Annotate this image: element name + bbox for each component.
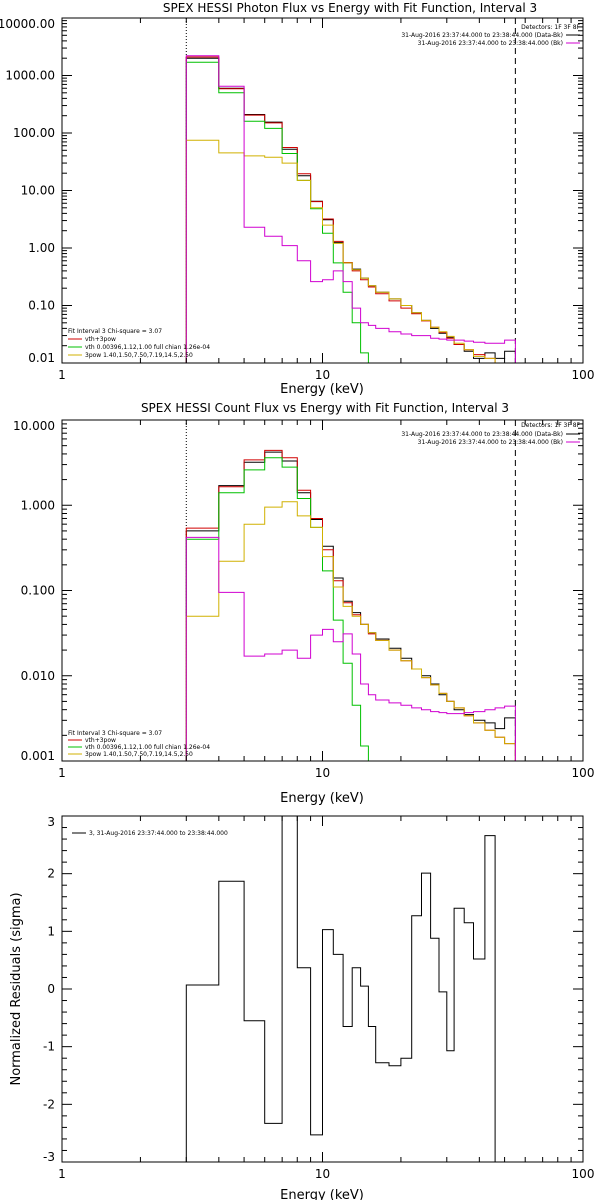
photon-y-tick-label: 10.00 — [21, 184, 55, 198]
count-x-axis-label: Energy (keV) — [280, 791, 364, 806]
count-x-tick-label: 10 — [315, 766, 330, 780]
count-fit-header: Fit Interval 3 Chi-square = 3.07 — [68, 730, 162, 737]
photon-series-vth — [185, 61, 377, 363]
count-series-bk — [185, 536, 516, 761]
photon-x-axis-label: Energy (keV) — [280, 382, 364, 397]
photon-legend-entry-data-bk: 31-Aug-2016 23:37:44.000 to 23:38:44.000… — [401, 32, 563, 39]
count-flux-chart: SPEX HESSI Count Flux vs Energy with Fit… — [13, 401, 594, 806]
photon-series-3pow — [185, 139, 516, 363]
photon-series-bk — [185, 55, 516, 363]
residuals-y-tick-label: 3 — [47, 815, 55, 829]
residuals-y-axis-label: Normalized Residuals (sigma) — [9, 892, 24, 1085]
residuals-legend-entry: 3, 31-Aug-2016 23:37:44.000 to 23:38:44.… — [89, 830, 228, 837]
count-y-tick-label: 10.000 — [13, 419, 55, 433]
photon-fit-header: Fit Interval 3 Chi-square = 3.07 — [68, 328, 162, 335]
count-series-vth-3pow — [185, 449, 537, 761]
photon-legend-entry-3pow: 3pow 1.40,1.50,7.50,7.19,14.5,2.50 — [85, 352, 193, 359]
count-series-3pow — [185, 501, 537, 761]
count-legend-entry-bk: 31-Aug-2016 23:37:44.000 to 23:38:44.000… — [418, 439, 563, 446]
residuals-y-tick-label: -2 — [43, 1097, 55, 1111]
residuals-legend: 3, 31-Aug-2016 23:37:44.000 to 23:38:44.… — [72, 830, 228, 837]
count-series-data-bk — [185, 451, 516, 761]
count-legend-bottom: Fit Interval 3 Chi-square = 3.07 vth+3po… — [68, 730, 210, 758]
residuals-x-tick-label: 10 — [315, 1167, 330, 1181]
residuals-y-tick-label: -3 — [43, 1150, 55, 1164]
photon-legend-header: Detectors: 1F 3F 8F — [521, 24, 580, 31]
count-legend-entry-vth3pow: vth+3pow — [85, 737, 116, 744]
photon-chart-title: SPEX HESSI Photon Flux vs Energy with Fi… — [163, 1, 537, 15]
photon-legend-bottom: Fit Interval 3 Chi-square = 3.07 vth+3po… — [68, 328, 210, 359]
residuals-series-series — [185, 816, 496, 1162]
photon-x-tick-label: 10 — [315, 368, 330, 382]
count-x-tick-label: 100 — [572, 766, 595, 780]
count-plot-frame — [61, 419, 584, 762]
count-y-tick-label: 0.100 — [21, 584, 55, 598]
photon-x-tick-label: 1 — [58, 368, 66, 382]
count-y-tick-label: 0.001 — [21, 749, 55, 763]
residuals-chart: 1 10 100 -3 -2 -1 0 1 2 3 Energy (keV) Normalized… — [9, 815, 594, 1200]
count-y-tick-label: 0.010 — [21, 669, 55, 683]
count-legend-header: Detectors: 1F 3F 8F — [521, 422, 580, 429]
photon-series-data-bk — [185, 57, 516, 363]
photon-y-tick-label: 0.01 — [28, 351, 55, 365]
residuals-y-tick-label: 2 — [47, 867, 55, 881]
photon-series-vth-3pow — [185, 56, 516, 363]
photon-flux-chart: SPEX HESSI Photon Flux vs Energy with Fi… — [0, 1, 594, 397]
photon-legend-entry-bk: 31-Aug-2016 23:37:44.000 to 23:38:44.000… — [418, 40, 563, 47]
residuals-x-tick-label: 100 — [572, 1167, 595, 1181]
photon-y-tick-label: 10000.00 — [0, 17, 55, 31]
residuals-y-tick-label: -1 — [43, 1040, 55, 1054]
photon-y-tick-label: 1.00 — [28, 241, 55, 255]
photon-x-tick-label: 100 — [572, 368, 595, 382]
residuals-y-tick-label: 0 — [47, 982, 55, 996]
count-legend-entry-vth: vth 0.00396,1.12,1.00 full chian 1.26e-0… — [85, 744, 210, 751]
photon-y-tick-label: 1000.00 — [5, 69, 55, 83]
photon-plot-frame — [61, 17, 584, 364]
count-chart-title: SPEX HESSI Count Flux vs Energy with Fit… — [141, 401, 509, 415]
residuals-plot-frame — [61, 815, 584, 1163]
count-legend-entry-data-bk: 31-Aug-2016 23:37:44.000 to 23:38:44.000… — [401, 431, 563, 438]
count-legend-top: Detectors: 1F 3F 8F 31-Aug-2016 23:37:44… — [401, 422, 580, 446]
residuals-y-tick-label: 1 — [47, 924, 55, 938]
count-legend-entry-3pow: 3pow 1.40,1.50,7.50,7.19,14.5,2.50 — [85, 751, 193, 758]
photon-legend-entry-vth: vth 0.00396,1.12,1.00 full chian 1.26e-0… — [85, 344, 210, 351]
count-x-tick-label: 1 — [58, 766, 66, 780]
count-y-tick-label: 1.000 — [21, 498, 55, 512]
photon-legend-top: Detectors: 1F 3F 8F 31-Aug-2016 23:37:44… — [401, 24, 580, 47]
photon-y-tick-label: 100.00 — [13, 126, 55, 140]
residuals-x-tick-label: 1 — [58, 1167, 66, 1181]
residuals-x-axis-label: Energy (keV) — [280, 1188, 364, 1200]
photon-y-tick-label: 0.10 — [28, 299, 55, 313]
photon-legend-entry-vth3pow: vth+3pow — [85, 336, 116, 343]
